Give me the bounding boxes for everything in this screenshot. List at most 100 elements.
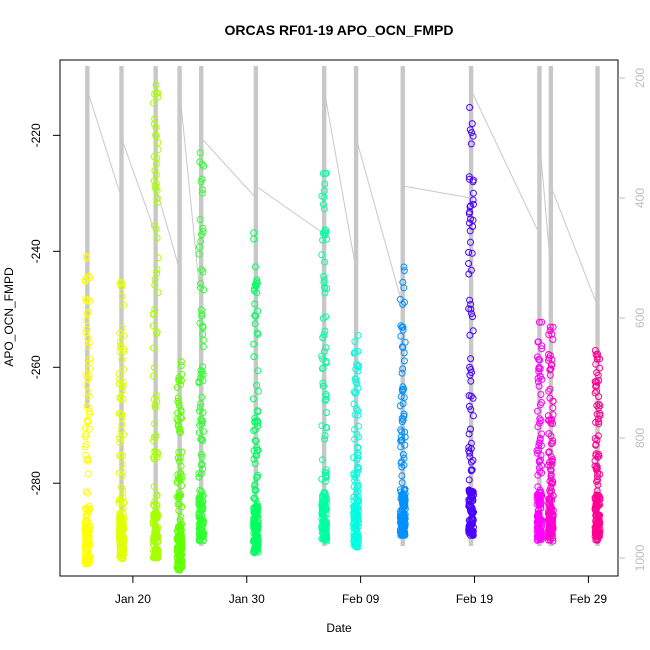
data-point [355,496,363,504]
data-point [352,375,360,383]
data-point [466,331,474,339]
data-point [545,530,553,538]
data-point [118,292,126,300]
data-point [250,353,258,361]
data-point [154,548,162,556]
data-point [116,338,124,346]
data-point [254,532,262,540]
altitude-band-RF09 [400,66,405,546]
data-point [252,312,260,320]
data-point [318,535,326,543]
data-point [82,549,90,557]
data-point [199,268,207,276]
data-point [85,502,93,510]
flight-series-RF06 [249,229,262,557]
data-point [400,410,408,418]
data-point [354,444,362,452]
altitude-band-RF01 [85,66,90,408]
data-point [595,377,603,385]
data-point [354,451,362,459]
data-point [254,330,262,338]
data-point [195,535,203,542]
data-point [536,535,544,543]
data-point [469,178,477,186]
data-point [154,89,162,97]
data-point [399,323,407,331]
data-point [254,408,262,416]
data-point [594,371,602,379]
data-point [83,326,91,333]
data-point [320,505,328,513]
data-point [353,361,361,368]
right-tick-label: 800 [633,428,647,448]
data-point [84,343,92,351]
data-point [196,486,204,494]
flight-series-RF02 [115,278,128,563]
data-point [175,495,183,503]
data-point [469,132,477,140]
data-point [154,146,162,154]
data-point [81,433,89,441]
data-point [253,525,260,532]
data-point [253,506,261,513]
data-point [397,332,405,340]
data-point [197,280,204,287]
altitude-band-RF07 [321,66,327,546]
data-point [82,537,90,544]
data-point [176,429,184,437]
data-point [199,363,207,371]
data-point [465,402,473,410]
data-point [198,368,206,376]
data-point [593,436,601,444]
data-point [467,140,475,148]
data-point [115,469,123,477]
data-point [254,541,262,549]
data-point [467,238,474,246]
data-point [465,527,473,535]
data-point [536,468,544,476]
data-point [465,502,473,510]
data-point [401,514,409,522]
data-point [176,565,184,573]
flight-series-RF07 [318,169,331,545]
data-point [198,189,206,197]
data-point [548,415,556,423]
data-point [175,556,183,564]
data-point [400,394,408,401]
data-point [151,404,159,411]
data-point [153,199,161,207]
data-point [351,338,359,346]
data-point [322,473,330,481]
data-point [319,456,326,464]
data-point [548,439,556,447]
data-point [466,219,473,227]
altitude-band-RF06 [253,66,259,546]
data-point [593,478,601,485]
data-point [535,496,543,504]
data-point [398,458,406,466]
data-point [549,492,557,500]
data-point [351,375,359,383]
data-point [547,440,555,448]
data-point [250,287,258,295]
data-point [547,453,555,461]
y-tick-label: -280 [29,471,43,495]
data-point [534,423,542,431]
data-point [320,187,328,195]
data-point [465,430,473,438]
data-point [195,470,203,477]
data-point [467,377,475,385]
data-point [84,489,91,497]
flight-series-RF01 [81,252,94,568]
data-point [467,445,475,453]
data-point [253,500,261,508]
data-point [321,533,329,541]
data-point [534,407,541,415]
altitude-band-RF08 [353,66,359,546]
flight-series-RF09 [396,263,409,539]
data-point [352,389,360,397]
data-point [319,200,327,208]
data-point [251,437,259,445]
altitude-band-RF12 [548,66,554,546]
data-point [546,385,554,393]
